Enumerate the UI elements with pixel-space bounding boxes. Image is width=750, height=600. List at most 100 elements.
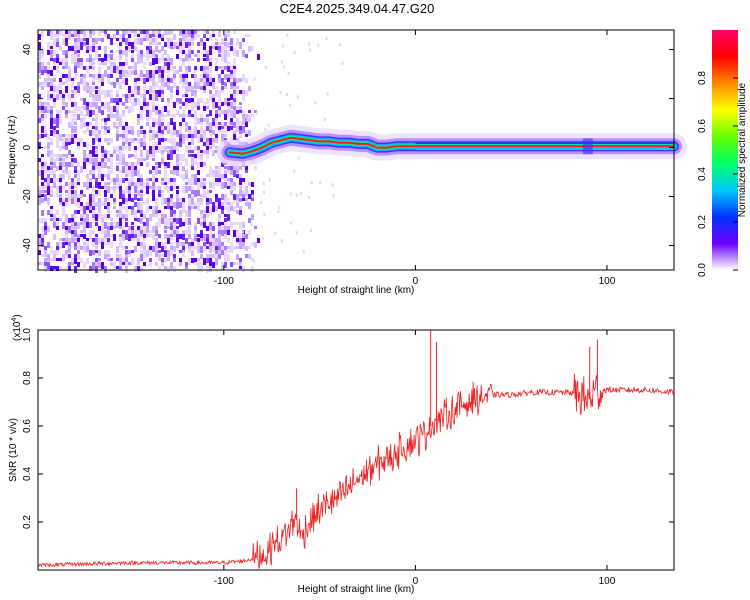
spectrogram-cell	[92, 66, 95, 70]
spectrogram-cell	[182, 82, 185, 88]
spectrogram-cell	[104, 174, 107, 177]
spectrogram-cell	[38, 170, 41, 176]
spectrogram-cell	[137, 210, 140, 213]
spectrogram-cell	[279, 91, 282, 95]
spectrogram-cell	[161, 262, 164, 266]
spectrogram-cell	[134, 230, 137, 234]
spectrogram-cell	[74, 106, 77, 113]
spectrogram-cell	[119, 170, 122, 173]
spectrogram-cell	[176, 54, 179, 59]
spectrogram-cell	[152, 118, 155, 123]
spectrogram-cell	[194, 238, 197, 241]
spectrogram-cell	[182, 186, 185, 193]
spectrogram-ridge-band	[228, 136, 675, 155]
spectrogram-cell	[158, 30, 161, 35]
spectrogram-cell	[47, 178, 50, 183]
spectrogram-cell	[104, 150, 107, 157]
spectrogram-cell	[161, 114, 164, 117]
spectrogram-cell	[224, 126, 227, 129]
spectrogram-cell	[92, 98, 95, 104]
spectrogram-cell	[200, 158, 203, 164]
spectrogram-cell	[74, 222, 77, 228]
spectrogram-cell	[248, 86, 251, 91]
spectrogram-cell	[170, 150, 173, 154]
spectrogram-cell	[53, 158, 56, 163]
spectrogram-cell	[221, 70, 224, 74]
spectrogram-cell	[80, 138, 83, 142]
spectrogram-cell	[101, 218, 104, 225]
spectrogram-cell	[176, 230, 179, 236]
spectrogram-cell	[38, 54, 41, 61]
spectrogram-cell	[128, 250, 131, 256]
spectrogram-cell	[116, 174, 119, 180]
spectrogram-cell	[62, 210, 65, 216]
spectrogram-cell	[203, 118, 206, 122]
spectrogram-cell	[74, 134, 77, 141]
spectrogram-cell	[95, 158, 98, 163]
spectrogram-cell	[95, 102, 98, 109]
spectrogram-cell	[173, 114, 176, 117]
spectrogram-cell	[119, 114, 122, 118]
spectrogram-cell	[74, 74, 77, 79]
spectrogram-cell	[146, 190, 149, 194]
spectrogram-cell	[50, 98, 53, 101]
spectrogram-cell	[182, 58, 185, 65]
spectrogram-cell	[194, 158, 197, 165]
spectrogram-cell	[56, 222, 59, 226]
spectrogram-cell	[89, 170, 92, 175]
spectrogram-cell	[95, 194, 98, 197]
spectrogram-cell	[179, 134, 182, 140]
spectrogram-cell	[161, 118, 164, 121]
spectrogram-cell	[173, 266, 176, 272]
spectrogram-cell	[170, 210, 173, 217]
spectrogram-cell	[65, 182, 68, 186]
spectrogram-cell	[116, 66, 119, 72]
spectrogram-cell	[53, 126, 56, 131]
spectrogram-cell	[44, 102, 47, 105]
spectrogram-cell	[227, 230, 230, 235]
snr-y-tick-label: 0.4	[22, 467, 33, 481]
spectrogram-cell	[218, 54, 221, 57]
spectrogram-cell	[200, 178, 203, 185]
spectrogram-cell	[41, 70, 44, 75]
spectrogram-cell	[95, 222, 98, 226]
spectrogram-cell	[200, 162, 203, 167]
spectrogram-cell	[236, 126, 239, 132]
spectrogram-cell	[137, 186, 140, 189]
spectrogram-cell	[206, 138, 209, 145]
spectrogram-cell	[41, 186, 44, 190]
spectrogram-cell	[134, 90, 137, 97]
spectrogram-cell	[125, 206, 128, 213]
spectrogram-cell	[125, 198, 128, 202]
spectrogram-cell	[239, 166, 242, 170]
spectrogram-cell	[80, 42, 83, 47]
spectrogram-cell	[155, 202, 158, 207]
spectrogram-cell	[218, 94, 221, 99]
spectrogram-cell	[218, 170, 221, 177]
spectrogram-cell	[155, 54, 158, 59]
spectrogram-cell	[206, 82, 209, 86]
spectrogram-cell	[131, 70, 134, 75]
spectrogram-cell	[179, 162, 182, 165]
spectrogram-cell	[38, 198, 41, 205]
spectrogram-cell	[59, 114, 62, 120]
spectrogram-cell	[173, 122, 176, 127]
spectrogram-cell	[77, 250, 80, 257]
spectrogram-cell	[44, 170, 47, 173]
spectrogram-cell	[125, 214, 128, 220]
spectrogram-cell	[65, 194, 68, 201]
spectrogram-cell	[68, 66, 71, 73]
spectrogram-cell	[119, 226, 122, 229]
spectrogram-cell	[332, 194, 335, 198]
colorbar-tick-label: 0.2	[697, 215, 708, 229]
spectrogram-cell	[41, 262, 44, 265]
spectrogram-cell	[95, 250, 98, 253]
spectrogram-cell	[146, 250, 149, 257]
spectrogram-cell	[98, 38, 101, 41]
spectrogram-cell	[107, 66, 110, 70]
spectrogram-cell	[41, 166, 44, 169]
spectrogram-cell	[71, 138, 74, 144]
spectrogram-cell	[188, 146, 191, 150]
spectrogram-cell	[167, 162, 170, 168]
spectrogram-cell	[98, 202, 101, 209]
